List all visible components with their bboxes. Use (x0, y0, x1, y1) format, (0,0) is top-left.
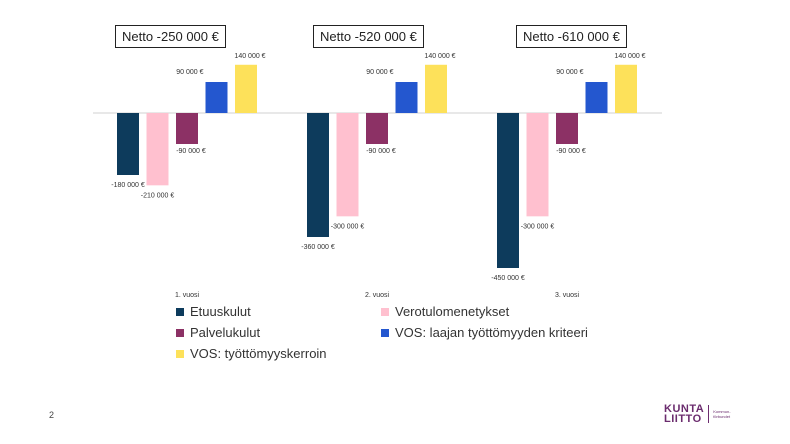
legend-label: Palvelukulut (190, 325, 261, 340)
netto-annotation-1: Netto -250 000 € (115, 25, 226, 48)
data-label: 90 000 € (556, 69, 583, 76)
category-label: 1. vuosi (175, 292, 200, 299)
logo-subtext: Kommun- förbundet (713, 409, 730, 419)
legend-label: VOS: työttömyyskerroin (190, 346, 327, 361)
legend-swatch (381, 307, 389, 316)
data-label: 140 000 € (234, 53, 265, 60)
bar-1-2 (146, 113, 169, 186)
data-label: -300 000 € (331, 223, 365, 230)
kuntaliitto-logo: KUNTA LIITTO Kommun- förbundet (664, 403, 731, 425)
logo-sub-2: förbundet (713, 414, 731, 419)
bar-chart: -180 000 € -210 000 € -90 000 € 90 000 € 140… (93, 53, 662, 299)
logo-line-1: KUNTA (664, 403, 705, 415)
legend-swatch (176, 349, 184, 358)
bar-1-5 (235, 64, 257, 113)
page-number: 2 (49, 410, 55, 420)
legend-item-vos-laajan: VOS: laajan työttömyyden kriteeri (381, 324, 616, 341)
bar-3-1 (497, 113, 519, 268)
logo-line-2: LIITTO (664, 413, 702, 425)
data-label: -450 000 € (491, 275, 525, 282)
legend-swatch (381, 328, 389, 337)
data-label: -180 000 € (111, 182, 145, 189)
bar-2-4 (395, 82, 418, 113)
bar-3-2 (526, 113, 549, 217)
bar-1-4 (205, 82, 228, 113)
legend-label: Verotulomenetykset (395, 304, 510, 319)
legend-item-verotulomenetykset: Verotulomenetykset (381, 303, 616, 320)
netto-annotation-2: Netto -520 000 € (313, 25, 424, 48)
data-label: -90 000 € (366, 148, 396, 155)
data-label: -90 000 € (556, 148, 586, 155)
legend-item-vos-tyottomyyskerroin: VOS: työttömyyskerroin (176, 345, 381, 362)
data-label: 90 000 € (176, 69, 203, 76)
bar-3-4 (585, 82, 608, 113)
chart-legend: Etuuskulut Verotulomenetykset Palvelukul… (176, 303, 616, 362)
legend-swatch (176, 328, 184, 337)
bar-2-1 (307, 113, 329, 237)
category-label: 2. vuosi (365, 292, 390, 299)
logo-wordmark: KUNTA LIITTO (664, 403, 705, 425)
data-label: -90 000 € (176, 148, 206, 155)
bar-1-1 (117, 113, 139, 175)
bar-2-5 (425, 64, 447, 113)
data-label: -360 000 € (301, 244, 335, 251)
legend-label: VOS: laajan työttömyyden kriteeri (395, 325, 588, 340)
bar-3-5 (615, 64, 637, 113)
data-label: 140 000 € (424, 53, 455, 60)
legend-item-etuuskulut: Etuuskulut (176, 303, 381, 320)
data-label: -210 000 € (141, 192, 175, 199)
logo-divider (708, 405, 710, 423)
logo-sub-1: Kommun- (713, 409, 731, 414)
bar-2-2 (336, 113, 359, 217)
data-label: 140 000 € (614, 53, 645, 60)
netto-annotation-3: Netto -610 000 € (516, 25, 627, 48)
bar-1-3 (176, 113, 198, 144)
data-label: -300 000 € (521, 223, 555, 230)
bar-2-3 (366, 113, 388, 144)
bar-3-3 (556, 113, 578, 144)
data-label: 90 000 € (366, 69, 393, 76)
legend-label: Etuuskulut (190, 304, 251, 319)
legend-swatch (176, 307, 184, 316)
legend-item-palvelukulut: Palvelukulut (176, 324, 381, 341)
category-label: 3. vuosi (555, 292, 580, 299)
